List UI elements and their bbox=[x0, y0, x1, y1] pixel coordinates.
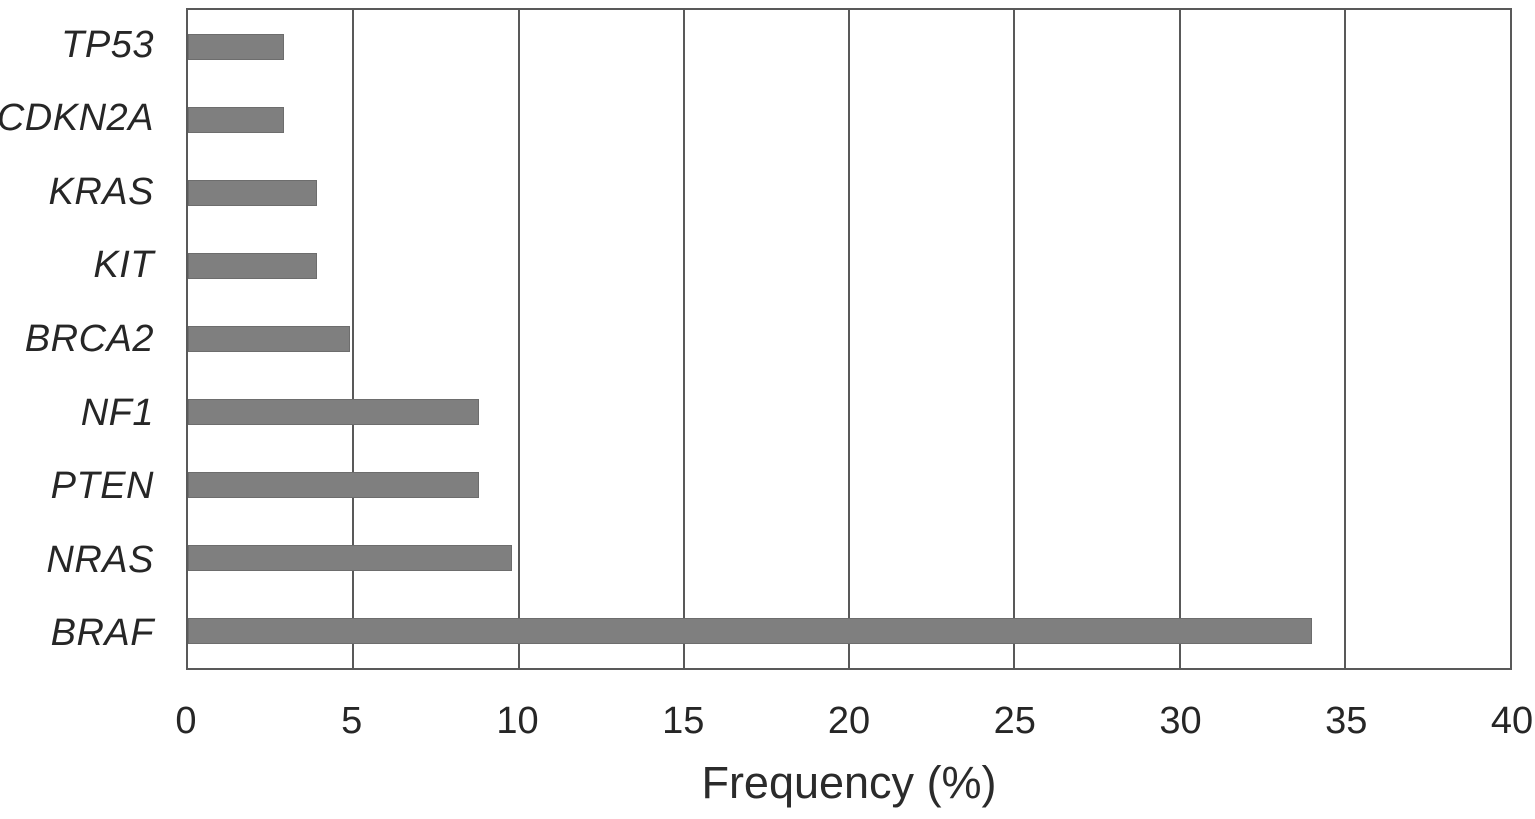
bar-kras bbox=[188, 179, 317, 206]
gridline-25 bbox=[1013, 10, 1016, 668]
bar-row-kras bbox=[188, 156, 1510, 229]
x-tick-35: 35 bbox=[1325, 700, 1368, 742]
bar-tp53 bbox=[188, 33, 284, 60]
gridline-35 bbox=[1343, 10, 1346, 668]
bar-row-braf bbox=[188, 595, 1510, 668]
bar-brca2 bbox=[188, 325, 350, 352]
gridline-15 bbox=[682, 10, 685, 668]
bar-row-brca2 bbox=[188, 302, 1510, 375]
y-axis-label-tp53: TP53 bbox=[61, 23, 154, 66]
gridline-5 bbox=[352, 10, 355, 668]
y-axis-label-nras: NRAS bbox=[46, 538, 154, 581]
bar-kit bbox=[188, 252, 317, 279]
x-axis-title: Frequency (%) bbox=[701, 757, 997, 808]
y-axis-label-kit: KIT bbox=[93, 244, 154, 287]
y-axis-label-braf: BRAF bbox=[50, 612, 154, 655]
bar-nf1 bbox=[188, 399, 479, 426]
bar-braf bbox=[188, 618, 1312, 645]
bar-row-nras bbox=[188, 522, 1510, 595]
x-tick-20: 20 bbox=[827, 700, 871, 742]
x-tick-15: 15 bbox=[662, 700, 705, 742]
gridline-20 bbox=[848, 10, 850, 668]
bar-row-cdkn2a bbox=[188, 83, 1510, 156]
x-tick-25: 25 bbox=[993, 700, 1036, 742]
y-axis-label-pten: PTEN bbox=[50, 465, 154, 508]
gridlines bbox=[188, 10, 1510, 668]
bar-cdkn2a bbox=[188, 106, 284, 133]
gridline-10 bbox=[517, 10, 520, 668]
gridline-30 bbox=[1178, 10, 1181, 668]
bar-row-tp53 bbox=[188, 10, 1510, 83]
y-axis-label-cdkn2a: CDKN2A bbox=[0, 97, 154, 140]
bar-row-kit bbox=[188, 229, 1510, 302]
x-tick-30: 30 bbox=[1159, 700, 1202, 742]
bar-pten bbox=[188, 472, 479, 499]
x-tick-0: 0 bbox=[175, 700, 197, 742]
bar-row-nf1 bbox=[188, 376, 1510, 449]
x-tick-5: 5 bbox=[341, 700, 363, 742]
x-tick-40: 40 bbox=[1490, 700, 1534, 742]
bars bbox=[188, 10, 1510, 668]
y-axis-label-brca2: BRCA2 bbox=[24, 318, 154, 361]
x-axis-ticks: 0 5 10 15 20 25 30 35 40 bbox=[175, 696, 1533, 746]
plot-area bbox=[186, 8, 1512, 670]
y-axis-label-nf1: NF1 bbox=[80, 391, 154, 434]
y-axis-labels: TP53 CDKN2A KRAS KIT BRCA2 NF1 PTEN NRAS BRAF bbox=[0, 8, 154, 670]
y-axis-label-kras: KRAS bbox=[48, 170, 154, 213]
x-tick-10: 10 bbox=[496, 700, 539, 742]
bar-row-pten bbox=[188, 449, 1510, 522]
bar-nras bbox=[188, 545, 512, 572]
